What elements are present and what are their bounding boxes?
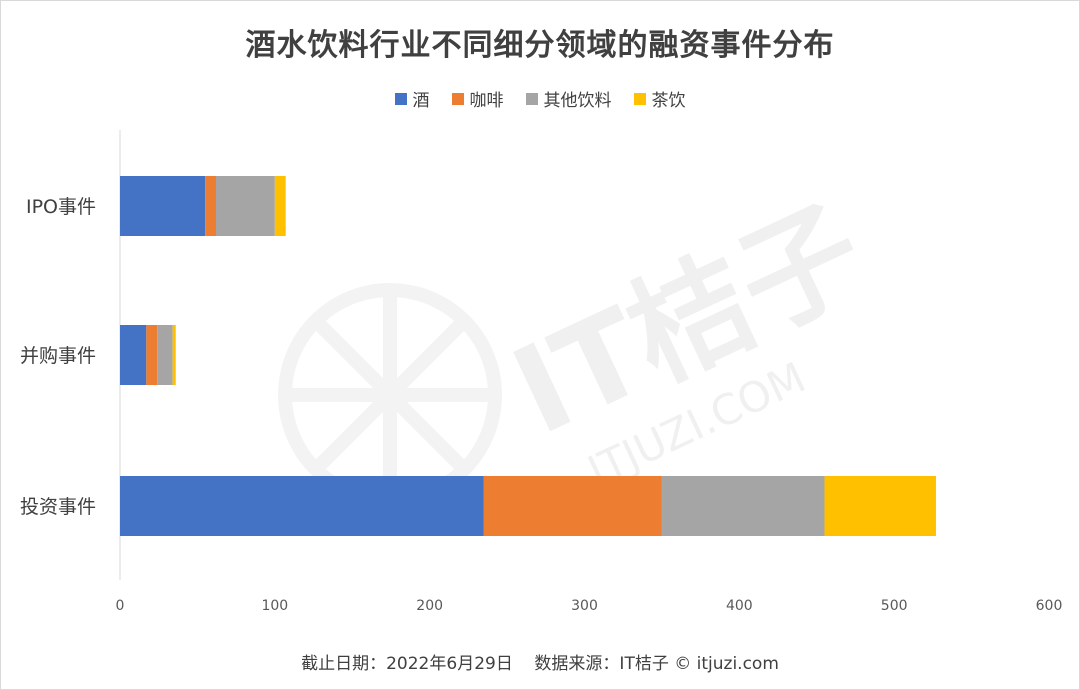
x-tick-label: 200 (416, 598, 443, 614)
category-label: IPO事件 (26, 196, 96, 218)
x-tick-label: 100 (261, 598, 288, 614)
x-tick-label: 0 (116, 598, 125, 614)
legend-label: 酒 (412, 91, 430, 111)
x-tick-label: 300 (571, 598, 598, 614)
legend-swatch (633, 92, 646, 105)
bar-segment (274, 176, 286, 236)
chart-title: 酒水饮料行业不同细分领域的融资事件分布 (245, 28, 835, 63)
bar-segment (120, 176, 206, 236)
legend-swatch (394, 92, 407, 105)
legend-label: 茶饮 (651, 91, 686, 111)
bar-segment (483, 476, 662, 536)
legend-swatch (525, 92, 538, 105)
bar-segment (120, 476, 484, 536)
bar-segment (661, 476, 825, 536)
x-tick-label: 500 (881, 598, 908, 614)
bar-segment (120, 325, 147, 385)
bar-segment (146, 325, 158, 385)
chart-footer: 截止日期：2022年6月29日 数据来源：IT桔子 © itjuzi.com (301, 654, 779, 674)
legend-item: 其他饮料 (525, 86, 612, 111)
bar-segment (172, 325, 176, 385)
category-label: 并购事件 (20, 345, 96, 367)
legend-item: 茶饮 (633, 86, 686, 111)
legend-label: 咖啡 (469, 91, 504, 111)
bar-segment (824, 476, 936, 536)
bar-segment (205, 176, 216, 236)
category-label: 投资事件 (20, 496, 96, 518)
chart-legend: 酒 咖啡 其他饮料 茶饮 (0, 86, 1080, 111)
bar-segment (215, 176, 275, 236)
x-tick-label: 400 (726, 598, 753, 614)
legend-item: 酒 (394, 86, 430, 111)
legend-item: 咖啡 (451, 86, 504, 111)
x-tick-label: 600 (1036, 598, 1063, 614)
bar-segment (157, 325, 173, 385)
legend-label: 其他饮料 (543, 91, 612, 111)
legend-swatch (451, 92, 464, 105)
